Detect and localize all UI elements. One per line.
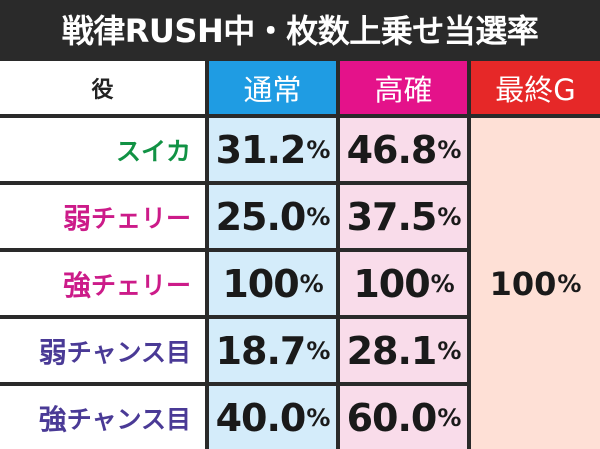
value-normal-weak-cherry: 25.0% — [209, 185, 336, 248]
percent-sign: % — [430, 269, 455, 298]
role-name: スイカ — [115, 136, 191, 166]
percent-sign: % — [437, 336, 461, 365]
rate-value: 37.5 — [346, 194, 438, 239]
role-strong-cherry: 強チェリー — [0, 252, 205, 315]
role-name: チャンス目 — [66, 404, 191, 434]
percent-sign: % — [437, 403, 461, 432]
header-normal: 通常 — [209, 61, 336, 114]
header-kakuritsu: 高確 — [340, 61, 467, 114]
rate-value: 100 — [353, 261, 430, 306]
value-normal-strong-chance-me: 40.0% — [209, 386, 336, 449]
percent-sign: % — [306, 202, 330, 231]
rate-value: 100 — [489, 264, 557, 303]
role-name: チェリー — [90, 270, 191, 300]
rate-value: 46.8 — [346, 127, 438, 172]
rate-value: 25.0 — [215, 194, 307, 239]
value-kakuritsu-weak-cherry: 37.5% — [340, 185, 467, 248]
role-prefix: 弱 — [38, 335, 67, 369]
role-prefix: 強 — [62, 268, 91, 302]
page-title: 戦律RUSH中・枚数上乗せ当選率 — [61, 11, 539, 50]
percent-sign: % — [306, 336, 330, 365]
rate-value: 31.2 — [215, 127, 307, 172]
rate-value: 100 — [222, 261, 299, 306]
percent-sign: % — [437, 135, 461, 164]
header-final-game: 最終G — [471, 61, 600, 114]
rate-value: 40.0 — [215, 395, 307, 440]
role-name: チャンス目 — [66, 337, 191, 367]
role-prefix: 強 — [38, 402, 67, 436]
role-strong-chance-me: 強チャンス目 — [0, 386, 205, 449]
percent-sign: % — [437, 202, 461, 231]
role-name: チェリー — [90, 203, 191, 233]
role-weak-cherry: 弱チェリー — [0, 185, 205, 248]
header-role: 役 — [0, 61, 205, 114]
percent-sign: % — [557, 269, 582, 298]
role-suika: スイカ — [0, 118, 205, 181]
role-prefix: 弱 — [62, 201, 91, 235]
value-kakuritsu-strong-chance-me: 60.0% — [340, 386, 467, 449]
percent-sign: % — [299, 269, 324, 298]
value-normal-weak-chance-me: 18.7% — [209, 319, 336, 382]
role-weak-chance-me: 弱チャンス目 — [0, 319, 205, 382]
percent-sign: % — [306, 403, 330, 432]
value-normal-strong-cherry: 100% — [209, 252, 336, 315]
value-kakuritsu-strong-cherry: 100% — [340, 252, 467, 315]
value-kakuritsu-weak-chance-me: 28.1% — [340, 319, 467, 382]
rate-value: 60.0 — [346, 395, 438, 440]
rate-value: 28.1 — [346, 328, 438, 373]
value-final-game: 100% — [471, 118, 600, 449]
percent-sign: % — [306, 135, 330, 164]
value-kakuritsu-suika: 46.8% — [340, 118, 467, 181]
value-normal-suika: 31.2% — [209, 118, 336, 181]
rate-value: 18.7 — [215, 328, 307, 373]
